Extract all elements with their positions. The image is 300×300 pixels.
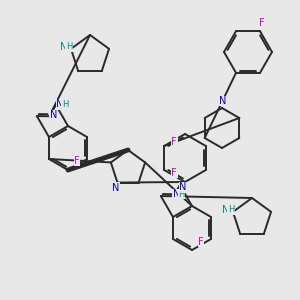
Text: F: F — [198, 237, 204, 247]
Text: N: N — [60, 42, 68, 52]
Text: N: N — [56, 99, 64, 109]
Text: N: N — [179, 182, 187, 192]
Text: H: H — [228, 205, 234, 214]
Text: N: N — [112, 183, 119, 193]
Text: F: F — [74, 156, 80, 166]
Text: F: F — [171, 168, 177, 178]
Text: N: N — [172, 189, 180, 199]
Text: F: F — [171, 137, 177, 147]
Text: H: H — [178, 190, 184, 199]
Text: N: N — [219, 96, 227, 106]
Text: F: F — [259, 18, 265, 28]
Text: H: H — [62, 100, 68, 109]
Text: N: N — [50, 110, 57, 120]
Text: H: H — [66, 42, 72, 51]
Text: N: N — [222, 205, 230, 215]
